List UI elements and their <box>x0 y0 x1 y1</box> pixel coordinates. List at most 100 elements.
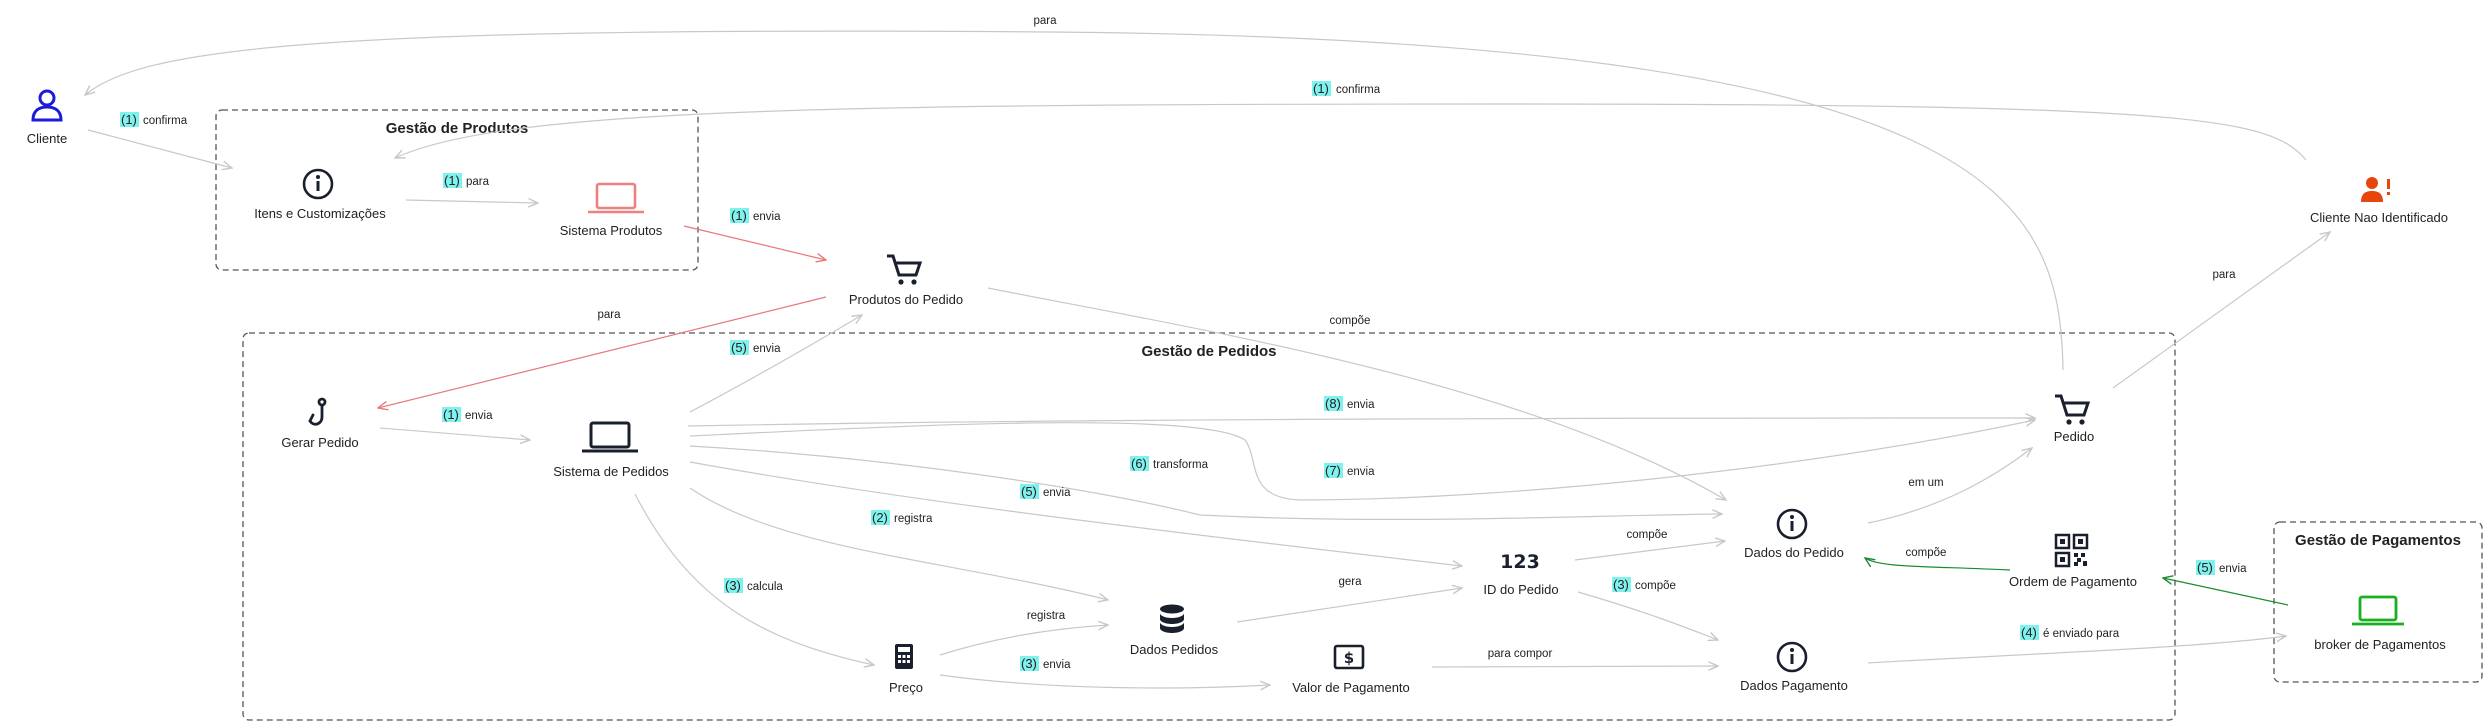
database-icon <box>1160 605 1184 634</box>
edge-label-produtos-gerar: para <box>597 309 621 321</box>
edge-gerar-sistema <box>380 428 530 440</box>
edge-label-ordem-dados: compõe <box>1906 547 1947 559</box>
svg-text:compõe: compõe <box>1635 580 1676 592</box>
svg-text:envia: envia <box>753 211 781 223</box>
node-gerar-pedido[interactable]: Gerar Pedido <box>281 399 358 450</box>
svg-text:Gerar Pedido: Gerar Pedido <box>281 435 358 450</box>
node-id-do-pedido[interactable]: 123 ID do Pedido <box>1483 551 1558 597</box>
edge-label-cliente-itens: (1) confirma <box>120 112 188 127</box>
edge-label-pagamento-broker: (4) é enviado para <box>2020 625 2120 640</box>
svg-text:envia: envia <box>1347 466 1375 478</box>
laptop-icon <box>2352 597 2404 624</box>
edge-label-sistema-preco-3: (3) calcula <box>724 578 783 593</box>
svg-text:(6): (6) <box>1131 456 1147 471</box>
node-itens[interactable]: Itens e Customizações <box>254 170 386 221</box>
svg-text:Itens e Customizações: Itens e Customizações <box>254 206 386 221</box>
edge-label-nao-id: (1) confirma <box>1312 81 1381 96</box>
svg-text:(7): (7) <box>1325 463 1341 478</box>
edge-label-preco-valor: (3) envia <box>1020 656 1071 671</box>
edge-label-sistema-pedido-7: (7) envia <box>1324 463 1375 478</box>
svg-text:Sistema de Pedidos: Sistema de Pedidos <box>553 464 669 479</box>
svg-text:(1): (1) <box>444 173 460 188</box>
node-valor-pagamento[interactable]: $ Valor de Pagamento <box>1292 646 1410 695</box>
svg-text:confirma: confirma <box>1336 84 1381 96</box>
edge-label-produtos-dados: compõe <box>1330 315 1371 327</box>
node-sistema-pedidos[interactable]: Sistema de Pedidos <box>553 423 669 479</box>
svg-text:Ordem de Pagamento: Ordem de Pagamento <box>2009 574 2137 589</box>
edge-sistema-pedido-8 <box>688 418 2035 426</box>
money-icon: $ <box>1335 646 1363 668</box>
svg-text:confirma: confirma <box>143 115 188 127</box>
edge-broker-ordem <box>2163 578 2288 605</box>
group-title-pedidos: Gestão de Pedidos <box>1141 343 1276 360</box>
svg-text:Sistema Produtos: Sistema Produtos <box>560 223 663 238</box>
svg-text:(1): (1) <box>443 407 459 422</box>
edge-sistema-pedido-7 <box>690 420 2035 500</box>
node-dados-pedidos[interactable]: Dados Pedidos <box>1130 605 1219 658</box>
svg-text:Dados Pedidos: Dados Pedidos <box>1130 642 1219 657</box>
node-pedido[interactable]: Pedido <box>2054 396 2094 444</box>
node-cliente[interactable]: Cliente <box>27 91 67 146</box>
svg-text:(3): (3) <box>1021 656 1037 671</box>
edge-label-broker-ordem: (5) envia <box>2196 560 2247 575</box>
numbers-icon: 123 <box>1500 551 1540 573</box>
edge-id-dados <box>1575 541 1725 560</box>
cart-icon <box>887 256 920 285</box>
edge-label-db-id: gera <box>1338 576 1362 588</box>
edge-label-pedido-nao-id: para <box>2212 269 2236 281</box>
edge-db-id <box>1237 588 1462 622</box>
calculator-icon <box>895 644 913 669</box>
user-alert-icon <box>2361 177 2390 202</box>
edge-dados-pedido-pedido <box>1868 448 2032 523</box>
group-title-pagamentos: Gestão de Pagamentos <box>2295 532 2461 549</box>
edge-valor-dados <box>1432 666 1718 667</box>
svg-text:Dados Pagamento: Dados Pagamento <box>1740 678 1848 693</box>
info-icon <box>1778 510 1806 538</box>
laptop-icon <box>582 423 638 451</box>
edge-label-sistema-db-2: (2) registra <box>871 510 933 525</box>
edge-pedido-nao-id <box>2113 232 2330 388</box>
edge-label-valor-dados: para compor <box>1488 648 1553 660</box>
svg-text:$: $ <box>1344 649 1354 667</box>
edge-label-preco-db: registra <box>1027 610 1066 622</box>
svg-text:(1): (1) <box>121 112 137 127</box>
info-icon <box>1778 643 1806 671</box>
edge-label-gerar-sistema: (1) envia <box>442 407 493 422</box>
svg-text:envia: envia <box>1043 659 1071 671</box>
svg-text:ID do Pedido: ID do Pedido <box>1483 582 1558 597</box>
node-produtos-pedido[interactable]: Produtos do Pedido <box>849 256 963 307</box>
edge-label-sistema-pedido-8: (8) envia <box>1324 396 1375 411</box>
user-icon <box>33 91 61 120</box>
svg-text:(1): (1) <box>731 208 747 223</box>
svg-text:Preço: Preço <box>889 680 923 695</box>
svg-text:(4): (4) <box>2021 625 2037 640</box>
cart-icon <box>2055 396 2088 425</box>
edge-sistema-dados-6 <box>690 446 1722 519</box>
svg-text:(5): (5) <box>731 340 747 355</box>
node-dados-pagamento[interactable]: Dados Pagamento <box>1740 643 1848 693</box>
svg-text:calcula: calcula <box>747 581 783 593</box>
svg-text:Cliente: Cliente <box>27 131 67 146</box>
node-broker-pagamentos[interactable]: broker de Pagamentos <box>2314 597 2446 652</box>
edge-label-itens-sistema: (1) para <box>443 173 490 188</box>
svg-text:broker de Pagamentos: broker de Pagamentos <box>2314 637 2446 652</box>
node-cliente-nao-identificado[interactable]: Cliente Nao Identificado <box>2310 177 2448 225</box>
edge-pedido-cliente <box>85 31 2063 370</box>
svg-text:(1): (1) <box>1313 81 1329 96</box>
edge-label-sistema-produtos-pedido: (5) envia <box>730 340 781 355</box>
svg-text:123: 123 <box>1500 551 1540 573</box>
node-sistema-produtos[interactable]: Sistema Produtos <box>560 184 663 238</box>
node-ordem-pagamento[interactable]: Ordem de Pagamento <box>2009 535 2137 589</box>
edge-label-sistema-produtos-envia: (1) envia <box>730 208 781 223</box>
group-gestao-pagamentos: Gestão de Pagamentos <box>2274 522 2482 682</box>
svg-text:(3): (3) <box>1613 577 1629 592</box>
svg-text:envia: envia <box>2219 563 2247 575</box>
edge-label-id-pagamento: (3) compõe <box>1612 577 1676 592</box>
node-dados-do-pedido[interactable]: Dados do Pedido <box>1744 510 1844 560</box>
node-preco[interactable]: Preço <box>889 644 923 695</box>
svg-text:para: para <box>466 176 490 188</box>
svg-text:Dados do Pedido: Dados do Pedido <box>1744 545 1844 560</box>
svg-text:Valor de Pagamento: Valor de Pagamento <box>1292 680 1410 695</box>
laptop-icon <box>588 184 644 212</box>
